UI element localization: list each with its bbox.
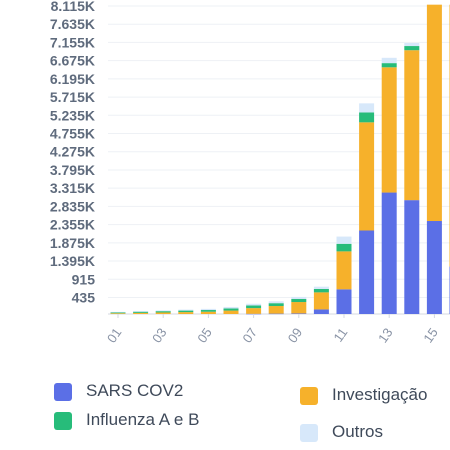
bar-influenza-a-e-b-03	[155, 311, 171, 313]
y-tick-label: 4.275K	[50, 144, 95, 160]
bar-outros-03	[155, 310, 171, 312]
x-tick-label: 03	[149, 325, 170, 345]
y-tick-label: 1.395K	[50, 253, 95, 269]
bar-influenza-a-e-b-11	[336, 243, 352, 252]
bar-investiga-o-06	[223, 310, 239, 314]
y-tick-label: 1.875K	[50, 235, 95, 251]
bar-influenza-a-e-b-14	[404, 46, 420, 51]
x-tick-label: 13	[375, 325, 396, 345]
y-tick-label: 915	[72, 271, 96, 287]
bar-influenza-a-e-b-05	[200, 310, 216, 312]
bar-outros-13	[381, 57, 397, 64]
bar-investiga-o-07	[246, 308, 262, 314]
x-tick-label: 11	[330, 325, 350, 345]
bar-outros-04	[178, 309, 194, 311]
bar-investiga-o-01	[110, 313, 126, 314]
bar-investiga-o-02	[133, 312, 149, 314]
bar-investiga-o-11	[336, 251, 352, 290]
bar-sars-cov2-14	[404, 200, 420, 314]
x-tick-label: 09	[285, 325, 306, 345]
bar-sars-cov2-12	[359, 230, 375, 314]
bar-outros-01	[110, 311, 126, 313]
bar-outros-06	[223, 306, 239, 309]
y-tick-label: 7.635K	[50, 16, 95, 32]
bar-influenza-a-e-b-04	[178, 310, 194, 313]
bar-outros-09	[291, 296, 307, 300]
bar-sars-cov2-13	[381, 192, 397, 314]
bar-influenza-a-e-b-01	[110, 312, 126, 314]
bar-outros-12	[359, 103, 375, 113]
y-tick-label: 6.195K	[50, 71, 95, 87]
bar-investiga-o-08	[268, 306, 284, 314]
bar-investiga-o-09	[291, 302, 307, 314]
bar-investiga-o-10	[313, 292, 329, 310]
bar-influenza-a-e-b-09	[291, 299, 307, 303]
y-tick-label: 7.155K	[50, 34, 95, 50]
y-tick-label: 2.835K	[50, 198, 95, 214]
bar-investiga-o-12	[359, 122, 375, 231]
bar-influenza-a-e-b-08	[268, 303, 284, 307]
bar-sars-cov2-11	[336, 289, 352, 314]
bar-influenza-a-e-b-07	[246, 305, 262, 309]
bar-investiga-o-03	[155, 312, 171, 314]
y-tick-label: 2.355K	[50, 217, 95, 233]
bar-investiga-o-14	[404, 50, 420, 201]
y-tick-label: 4.755K	[50, 126, 95, 142]
y-tick-label: 6.675K	[50, 53, 95, 69]
bar-outros-08	[268, 301, 284, 304]
y-tick-label: 5.715K	[50, 89, 95, 105]
y-tick-label: 435	[72, 289, 96, 305]
bar-outros-10	[313, 286, 329, 289]
y-tick-label: 8.115K	[51, 0, 95, 14]
bar-influenza-a-e-b-10	[313, 288, 329, 293]
bar-sars-cov2-08	[268, 313, 284, 315]
x-tick-label: 15	[420, 325, 441, 345]
x-tick-label: 07	[239, 325, 260, 345]
bar-outros-07	[246, 303, 262, 306]
x-tick-label: 05	[194, 325, 215, 345]
bar-sars-cov2-09	[291, 313, 307, 314]
bar-outros-11	[336, 236, 352, 244]
bar-outros-14	[404, 43, 420, 47]
bar-outros-05	[200, 308, 216, 311]
bar-influenza-a-e-b-06	[223, 308, 239, 311]
bar-investiga-o-05	[200, 311, 216, 314]
bar-investiga-o-15	[426, 4, 442, 222]
bar-sars-cov2-10	[313, 309, 329, 314]
y-tick-label: 3.315K	[50, 180, 95, 196]
x-tick-label: 01	[104, 325, 125, 345]
bar-sars-cov2-15	[426, 221, 442, 314]
bar-influenza-a-e-b-02	[133, 311, 149, 313]
bar-influenza-a-e-b-13	[381, 63, 397, 68]
bar-investiga-o-04	[178, 312, 194, 314]
bar-investiga-o-13	[381, 67, 397, 193]
bar-influenza-a-e-b-12	[359, 112, 375, 123]
y-tick-label: 5.235K	[50, 107, 95, 123]
bar-outros-02	[133, 310, 149, 312]
y-tick-label: 3.795K	[50, 162, 95, 178]
